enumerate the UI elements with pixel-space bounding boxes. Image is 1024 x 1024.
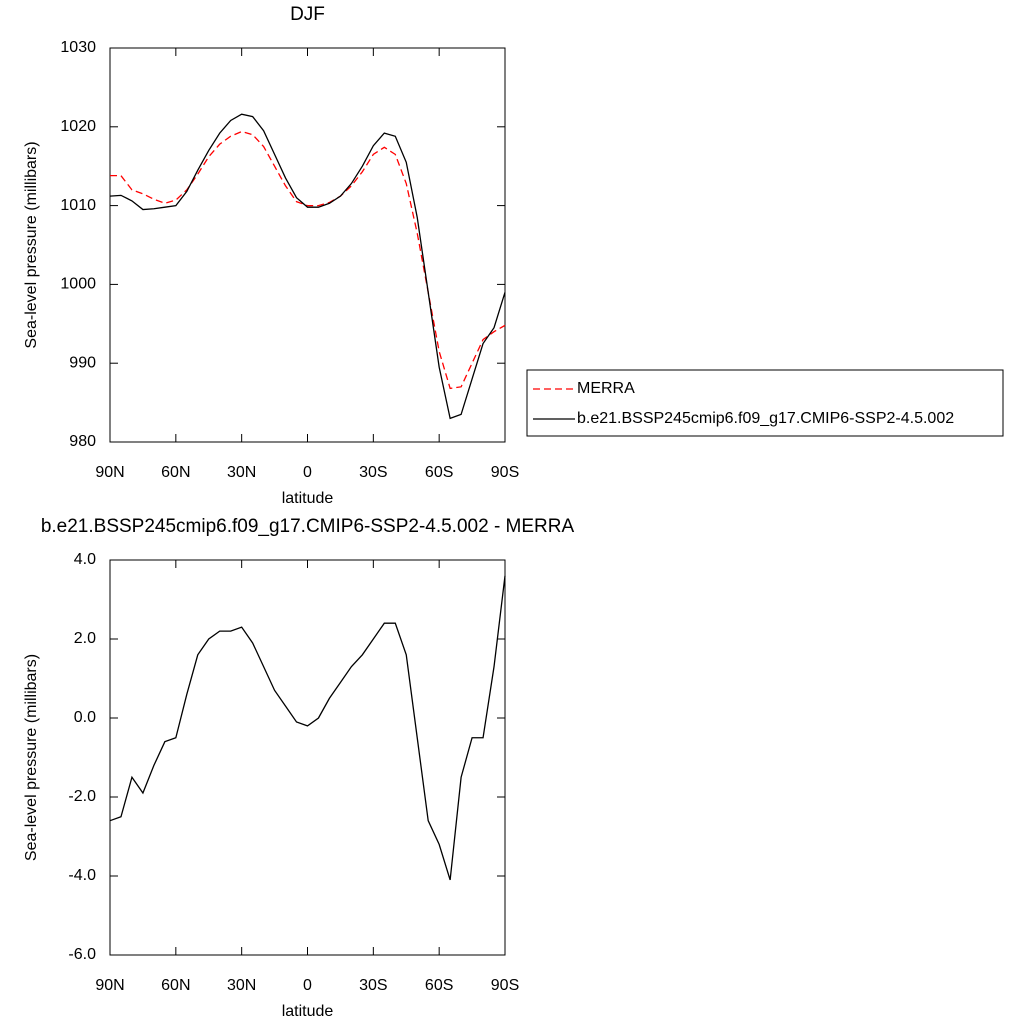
x-tick-label: 30N: [227, 464, 256, 481]
x-tick-label: 90S: [491, 464, 519, 481]
x-axis-label: latitude: [282, 1003, 334, 1020]
chart-title: b.e21.BSSP245cmip6.f09_g17.CMIP6-SSP2-4.…: [41, 516, 575, 537]
y-tick-label: -2.0: [68, 788, 96, 805]
y-tick-label: 2.0: [74, 630, 96, 647]
x-tick-label: 90S: [491, 977, 519, 994]
x-tick-label: 60S: [425, 977, 453, 994]
x-tick-label: 90N: [95, 977, 124, 994]
x-tick-label: 0: [303, 977, 312, 994]
y-axis-label: Sea-level pressure (millibars): [23, 654, 40, 861]
y-tick-label: 1000: [60, 276, 96, 293]
y-axis-label: Sea-level pressure (millibars): [23, 141, 40, 348]
legend-label: MERRA: [577, 380, 635, 397]
data-line: [109, 113, 506, 420]
y-tick-label: 980: [69, 433, 96, 450]
y-tick-label: 1010: [60, 197, 96, 214]
data-line: [109, 575, 506, 881]
x-tick-label: 90N: [95, 464, 124, 481]
chart-title: DJF: [290, 4, 325, 25]
y-tick-label: -6.0: [68, 946, 96, 963]
y-tick-label: -4.0: [68, 867, 96, 884]
x-axis-label: latitude: [282, 490, 334, 507]
x-tick-label: 60N: [161, 977, 190, 994]
y-tick-label: 4.0: [74, 551, 96, 568]
x-tick-label: 30S: [359, 977, 387, 994]
x-tick-label: 0: [303, 464, 312, 481]
y-tick-label: 0.0: [74, 709, 96, 726]
x-tick-label: 30N: [227, 977, 256, 994]
legend-label: b.e21.BSSP245cmip6.f09_g17.CMIP6-SSP2-4.…: [577, 410, 954, 427]
y-tick-label: 1020: [60, 118, 96, 135]
data-line: [110, 130, 506, 390]
legend-box: [526, 369, 1004, 437]
y-tick-label: 990: [69, 354, 96, 371]
y-tick-label: 1030: [60, 39, 96, 56]
plot-frame: [109, 47, 506, 443]
x-tick-label: 30S: [359, 464, 387, 481]
x-tick-label: 60N: [161, 464, 190, 481]
plot-frame: [109, 559, 506, 956]
x-tick-label: 60S: [425, 464, 453, 481]
